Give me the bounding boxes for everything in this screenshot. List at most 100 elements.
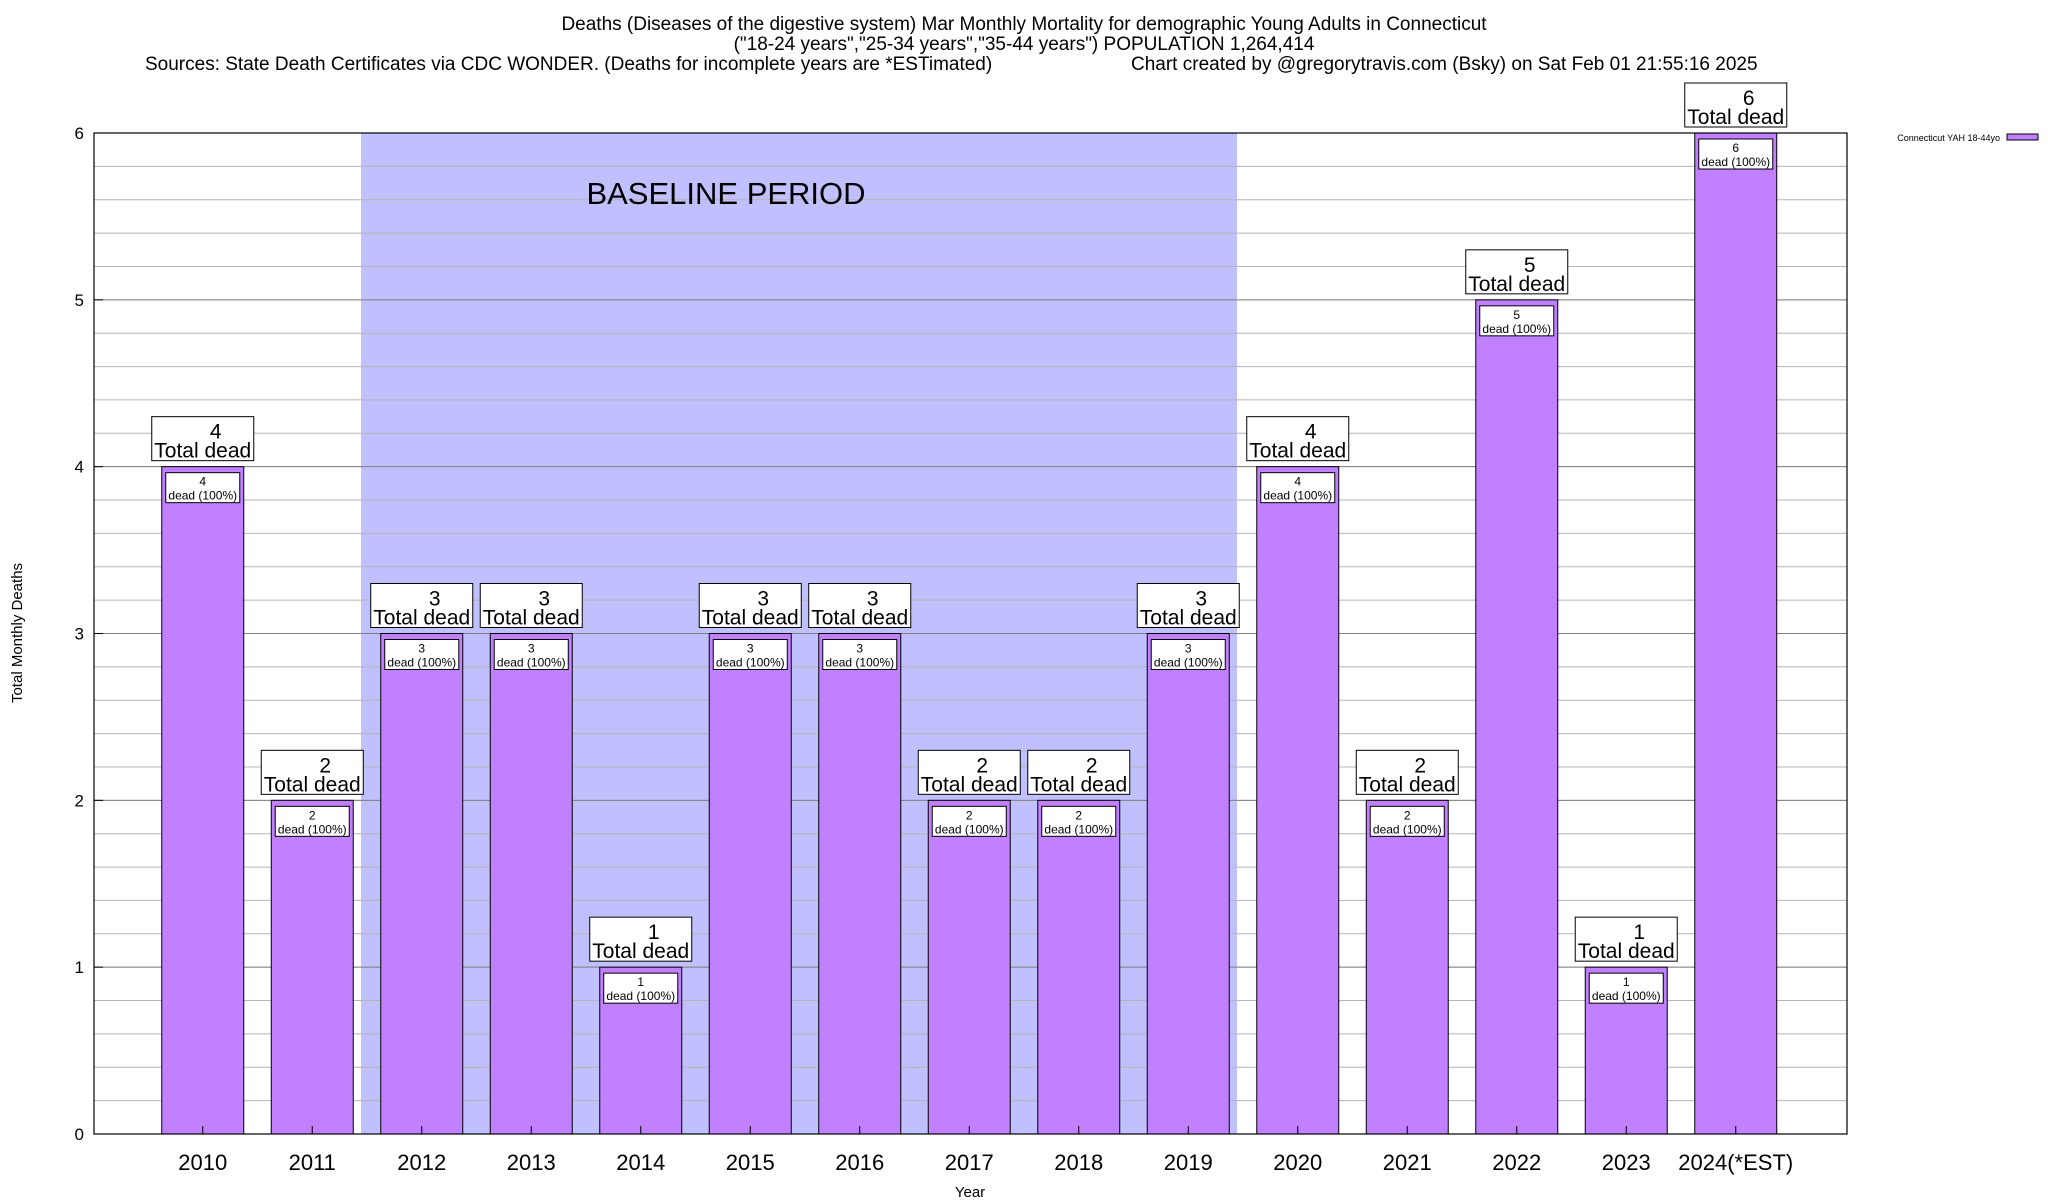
bar — [161, 466, 245, 1135]
bar-inner-label-box — [603, 972, 679, 1004]
bar-inner-label-box — [1479, 305, 1555, 337]
bar-total-value: 6 — [1743, 87, 1755, 110]
y-tick-label: 4 — [75, 458, 84, 477]
x-tick-label: 2015 — [726, 1150, 775, 1175]
bar-total-label: Total dead — [1578, 940, 1675, 963]
bar-total-label: Total dead — [264, 773, 361, 796]
bar — [489, 633, 573, 1135]
bar-inner-label: dead (100%) — [278, 822, 347, 836]
bar-total-value: 4 — [1305, 421, 1317, 444]
bar-total-value: 2 — [1414, 754, 1426, 777]
x-axis-label: Year — [955, 1184, 985, 1200]
chart-title-line-2: ("18-24 years","25-34 years","35-44 year… — [733, 34, 1315, 55]
bar-total-value: 5 — [1524, 254, 1536, 277]
bar-inner-label-box — [165, 472, 241, 504]
bar-total-value: 1 — [648, 921, 660, 944]
bar-total-label-box — [370, 583, 474, 628]
bar-total-label: Total dead — [1468, 273, 1565, 296]
bar-total-value: 3 — [538, 588, 550, 611]
bar-total-label: Total dead — [921, 773, 1018, 796]
bar-total-value: 3 — [1195, 588, 1207, 611]
bar-inner-value: 5 — [1513, 308, 1520, 322]
bar-total-value: 2 — [976, 754, 988, 777]
chart-credit-note: Chart created by @gregorytravis.com (Bsk… — [1131, 54, 1758, 75]
bar-inner-label-box — [1588, 972, 1664, 1004]
y-axis-label: Total Monthly Deaths — [9, 563, 26, 703]
y-tick-label: 5 — [75, 291, 84, 310]
bar-total-label: Total dead — [1359, 773, 1456, 796]
bar-total-value: 3 — [757, 588, 769, 611]
bar-inner-value: 2 — [966, 808, 973, 822]
bar-total-value: 4 — [210, 421, 222, 444]
bar-inner-label-box — [931, 805, 1007, 837]
bar-inner-value: 3 — [747, 642, 754, 656]
bar-inner-label: dead (100%) — [1154, 656, 1223, 670]
bar-inner-label: dead (100%) — [1482, 322, 1551, 336]
bar-total-label-box — [479, 583, 583, 628]
bar-inner-label: dead (100%) — [1373, 822, 1442, 836]
bar — [1694, 132, 1778, 1135]
bar — [818, 633, 902, 1135]
chart-title-line-1: Deaths (Diseases of the digestive system… — [561, 14, 1487, 35]
bar-inner-value: 1 — [1623, 975, 1630, 989]
bar-inner-value: 4 — [199, 475, 206, 489]
bar-inner-label-box — [822, 639, 898, 670]
bar-total-label: Total dead — [154, 440, 251, 463]
chart-sources-note: Sources: State Death Certificates via CD… — [145, 54, 993, 75]
bar-total-label-box — [151, 416, 255, 462]
bar-total-label-box — [1574, 916, 1678, 962]
bar-total-label: Total dead — [1140, 607, 1237, 630]
bar-inner-label-box — [1041, 805, 1117, 837]
bar-inner-value: 2 — [309, 808, 316, 822]
x-tick-label: 2021 — [1383, 1150, 1432, 1175]
bar — [380, 633, 464, 1135]
y-tick-label: 1 — [75, 958, 84, 977]
bar-inner-label: dead (100%) — [1592, 989, 1661, 1003]
bar-inner-value: 6 — [1732, 141, 1739, 155]
bar-inner-label: dead (100%) — [387, 656, 456, 670]
bar-total-label-box — [589, 916, 693, 962]
bar-inner-label-box — [1150, 639, 1226, 670]
legend-label: Connecticut YAH 18-44yo — [1897, 133, 2000, 143]
x-tick-label: 2024(*EST) — [1678, 1150, 1793, 1175]
bar-inner-value: 2 — [1404, 808, 1411, 822]
bar-total-value: 2 — [319, 754, 331, 777]
bar-inner-label-box — [384, 639, 460, 670]
bar-total-label: Total dead — [811, 607, 908, 630]
legend-swatch — [2006, 133, 2039, 141]
bar-inner-value: 4 — [1294, 475, 1301, 489]
bar-total-label-box — [1684, 82, 1788, 128]
bar-inner-value: 3 — [856, 642, 863, 656]
bar-inner-value: 3 — [418, 642, 425, 656]
bar-inner-label-box — [712, 639, 788, 670]
y-tick-label: 0 — [75, 1125, 84, 1144]
bar — [1256, 466, 1340, 1135]
y-tick-label: 2 — [75, 791, 84, 810]
bar-total-label-box — [808, 583, 912, 628]
bar — [708, 633, 792, 1135]
x-tick-label: 2013 — [507, 1150, 556, 1175]
x-tick-label: 2022 — [1492, 1150, 1541, 1175]
bar-total-value: 1 — [1633, 921, 1645, 944]
bar-inner-label: dead (100%) — [606, 989, 675, 1003]
bar — [1365, 799, 1449, 1135]
bar-total-label-box — [1246, 416, 1350, 462]
x-tick-label: 2020 — [1273, 1150, 1322, 1175]
bar-total-label: Total dead — [483, 607, 580, 630]
bar-inner-value: 3 — [1185, 642, 1192, 656]
bar-inner-label: dead (100%) — [1701, 155, 1770, 169]
x-tick-label: 2010 — [178, 1150, 227, 1175]
bar-total-label: Total dead — [373, 607, 470, 630]
bar-inner-label: dead (100%) — [825, 656, 894, 670]
bar-inner-label: dead (100%) — [1263, 489, 1332, 503]
bar-total-label: Total dead — [1687, 106, 1784, 129]
bar-total-label: Total dead — [592, 940, 689, 963]
bar — [270, 799, 354, 1135]
bar-total-label: Total dead — [1030, 773, 1127, 796]
x-tick-label: 2016 — [835, 1150, 884, 1175]
bar — [927, 799, 1011, 1135]
bar-total-label: Total dead — [1249, 440, 1346, 463]
bar-total-label-box — [917, 749, 1021, 795]
bar-inner-label: dead (100%) — [1044, 822, 1113, 836]
x-tick-label: 2018 — [1054, 1150, 1103, 1175]
